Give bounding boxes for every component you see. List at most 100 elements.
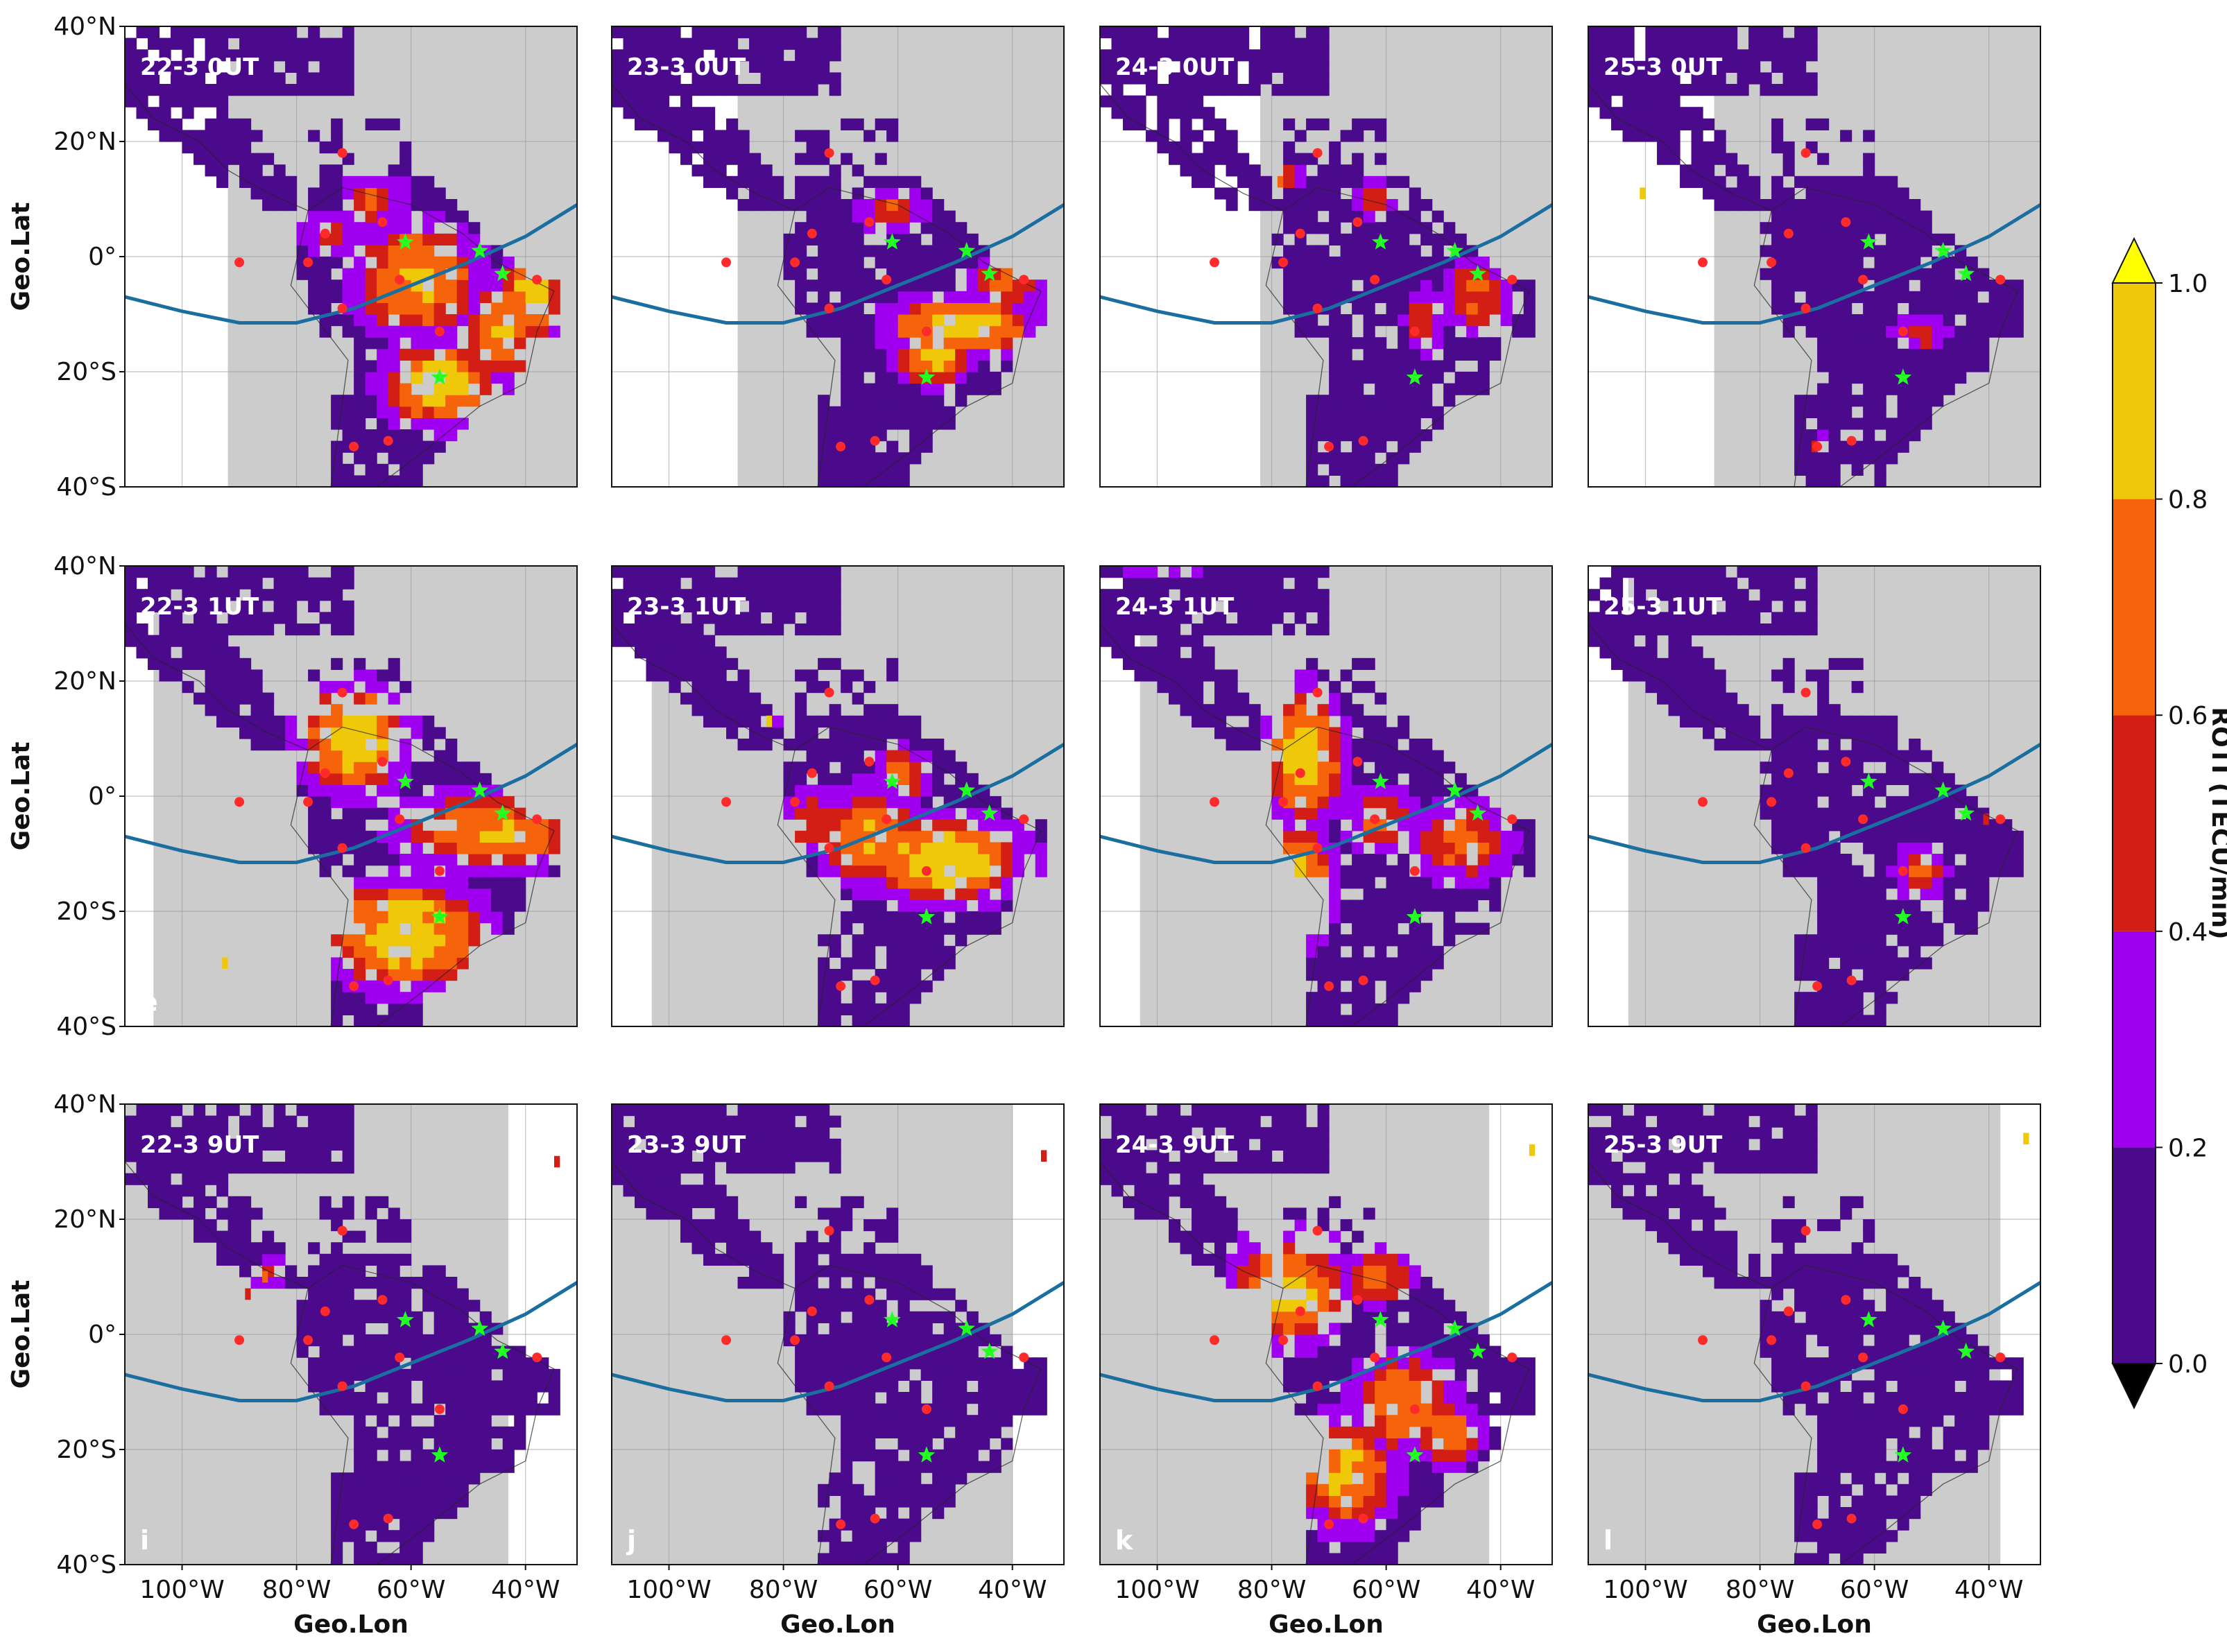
- roti-cell: [445, 1403, 458, 1416]
- roti-cell: [1203, 646, 1215, 659]
- roti-cell: [1294, 175, 1307, 188]
- roti-cell: [897, 383, 910, 395]
- roti-cell: [932, 842, 945, 854]
- roti-cell: [502, 325, 515, 338]
- roti-cell: [1920, 934, 1932, 947]
- roti-cell: [1817, 187, 1830, 200]
- roti-cell: [422, 314, 435, 327]
- roti-cell: [1386, 784, 1398, 797]
- roti-cell: [1283, 26, 1296, 39]
- roti-cell: [377, 784, 389, 797]
- roti-cell: [623, 84, 635, 96]
- roti-cell: [411, 1311, 423, 1323]
- roti-cell: [714, 577, 727, 590]
- roti-cell: [1329, 865, 1341, 877]
- star-marker: [958, 241, 976, 259]
- roti-cell: [875, 395, 887, 407]
- roti-cell: [468, 1461, 481, 1473]
- roti-cell: [852, 463, 864, 476]
- roti-cell: [1169, 107, 1181, 119]
- roti-cell: [365, 750, 377, 762]
- roti-cell: [502, 1438, 515, 1450]
- roti-cell: [1622, 612, 1635, 624]
- roti-cell: [1443, 383, 1456, 395]
- roti-cell: [411, 440, 423, 453]
- roti-cell: [680, 600, 693, 612]
- roti-cell: [1386, 475, 1398, 487]
- roti-cell: [772, 612, 784, 624]
- roti-cell: [1714, 187, 1726, 200]
- roti-cell: [399, 302, 412, 315]
- roti-cell: [1203, 715, 1215, 728]
- roti-cell: [1954, 325, 1967, 338]
- roti-cell: [1409, 360, 1421, 372]
- roti-cell: [262, 37, 275, 50]
- roti-cell: [411, 784, 423, 797]
- roti-cell: [445, 337, 458, 350]
- roti-cell: [703, 681, 716, 694]
- roti-cell: [1329, 992, 1341, 1004]
- panel-title: 24-3 1UT: [1115, 593, 1235, 621]
- roti-cell: [955, 360, 968, 372]
- roti-cell: [411, 830, 423, 843]
- roti-cell: [669, 118, 681, 130]
- roti-cell: [1771, 762, 1784, 774]
- roti-cell: [1146, 130, 1158, 142]
- roti-cell: [863, 175, 876, 188]
- roti-cell: [1375, 796, 1387, 809]
- roti-cell: [749, 623, 762, 636]
- roti-cell: [182, 646, 194, 659]
- roti-cell: [422, 245, 435, 257]
- roti-cell: [445, 888, 458, 900]
- roti-cell: [1680, 657, 1692, 670]
- roti-cell: [159, 612, 171, 624]
- roti-cell: [331, 727, 343, 739]
- roti-cell: [1111, 635, 1124, 647]
- roti-cell: [932, 199, 945, 212]
- roti-cell: [829, 314, 841, 327]
- roti-cell: [1271, 739, 1284, 751]
- roti-cell: [1317, 830, 1330, 843]
- roti-cell: [1203, 72, 1215, 85]
- roti-cell: [354, 360, 366, 372]
- roti-cell: [852, 900, 864, 912]
- roti-cell: [1317, 49, 1330, 62]
- roti-cell: [897, 750, 910, 762]
- roti-cell: [1329, 727, 1341, 739]
- roti-cell: [1794, 406, 1807, 418]
- roti-cell: [841, 337, 853, 350]
- roti-cell: [1977, 279, 1990, 292]
- roti-cell: [1443, 842, 1456, 854]
- roti-cell: [1386, 739, 1398, 751]
- roti-cell: [1794, 773, 1807, 785]
- roti-cell: [829, 715, 841, 728]
- roti-cell: [1420, 945, 1433, 958]
- roti-cell: [1306, 418, 1318, 430]
- roti-cell: [1714, 37, 1726, 50]
- y-tick-label: 40°N: [53, 12, 117, 41]
- roti-cell: [308, 739, 320, 751]
- roti-cell: [354, 452, 366, 465]
- roti-cell: [456, 1483, 469, 1496]
- roti-cell: [331, 164, 343, 177]
- roti-cell: [1817, 118, 1830, 130]
- roti-cell: [1874, 187, 1886, 200]
- roti-cell: [886, 865, 899, 877]
- roti-cell: [932, 969, 945, 981]
- roti-cell: [852, 233, 864, 246]
- roti-cell: [1409, 773, 1421, 785]
- roti-cell: [1306, 291, 1318, 303]
- roti-cell: [886, 980, 899, 992]
- roti-cell: [308, 72, 320, 85]
- roti-cell: [502, 796, 515, 809]
- roti-cell: [1886, 900, 1898, 912]
- roti-cell: [829, 577, 841, 590]
- roti-cell: [273, 715, 286, 728]
- roti-cell: [1874, 830, 1886, 843]
- roti-cell: [691, 118, 704, 130]
- roti-cell: [1703, 153, 1715, 165]
- roti-cell: [399, 854, 412, 866]
- roti-cell: [966, 888, 979, 900]
- roti-cell: [1111, 95, 1124, 107]
- roti-cell: [863, 279, 876, 292]
